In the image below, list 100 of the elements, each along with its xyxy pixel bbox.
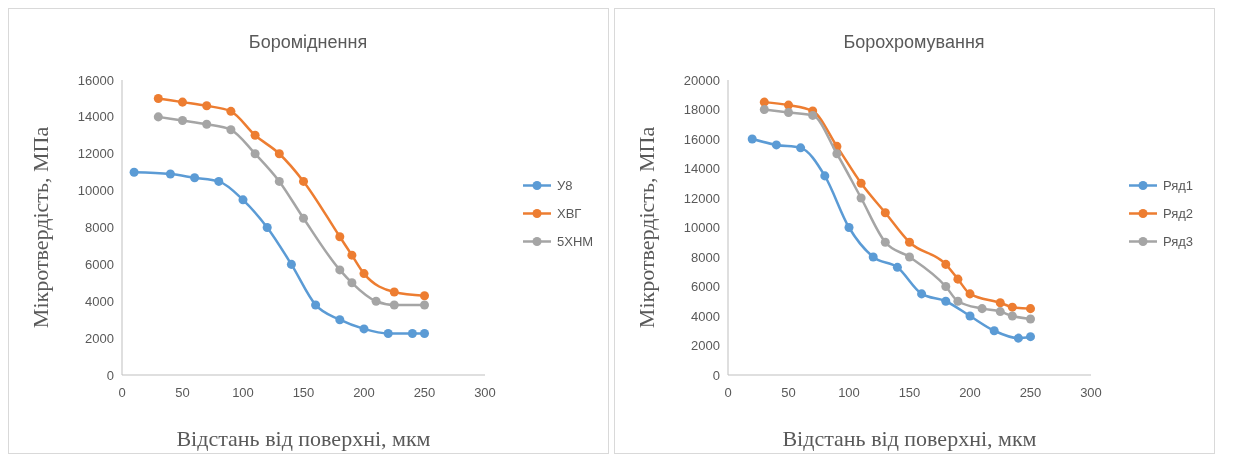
point [1007,302,1017,312]
y-tick-label: 12000 [683,190,720,206]
point [383,329,393,339]
legend-label: Ряд1 [1163,178,1194,194]
point [917,289,927,299]
point [311,300,321,310]
legend-label: 5ХНМ [557,234,594,250]
chart-title: Бороміднення [248,32,368,52]
x-axis-title: Відстань від поверхні, мкм [782,426,1037,451]
point [214,176,224,186]
point [1013,333,1023,343]
x-tick-label: 250 [1019,385,1042,400]
y-tick-label: 0 [106,367,114,383]
y-tick-label: 10000 [77,183,114,199]
x-tick-label: 0 [118,385,126,400]
point [941,296,951,306]
point [1007,311,1017,321]
x-tick-label: 50 [781,385,796,400]
x-tick-label: 150 [292,385,315,400]
point [904,252,915,262]
y-tick-label: 4000 [691,308,720,324]
point [389,300,399,310]
point [371,296,381,306]
point [995,307,1005,317]
y-tick-label: 16000 [77,72,114,88]
point [904,237,915,247]
point [941,259,951,269]
y-tick-label: 0 [712,367,720,383]
legend-label: Ряд3 [1163,234,1194,250]
y-tick-label: 20000 [683,72,720,88]
legend-label: У8 [557,178,573,194]
x-tick-label: 100 [838,385,860,400]
y-tick-label: 16000 [683,131,720,147]
point [844,222,854,233]
point [153,112,163,122]
point [419,291,430,301]
point [995,298,1005,308]
point [832,149,842,159]
point [262,222,272,233]
x-tick-label: 0 [724,385,732,400]
x-axis-title: Відстань від поверхні, мкм [176,426,431,451]
y-tick-label: 2000 [691,338,720,354]
point [989,326,999,336]
point [177,97,188,107]
point [286,259,296,269]
x-tick-label: 250 [413,385,436,400]
point [250,130,260,140]
y-tick-label: 8000 [85,220,114,236]
y-tick-label: 14000 [77,109,114,125]
point [808,110,818,120]
point [796,143,806,153]
point [347,278,357,288]
y-tick-label: 12000 [77,146,114,162]
x-tick-label: 200 [353,385,375,400]
y-tick-label: 8000 [691,249,720,265]
point [177,116,188,126]
point [165,169,175,179]
x-tick-label: 200 [959,385,981,400]
point [226,125,236,135]
point [298,213,309,223]
point [419,300,430,310]
point [359,269,369,279]
y-axis-title: Мікротвердість, МПа [634,126,659,329]
point [335,265,345,275]
y-tick-label: 6000 [85,256,114,272]
point [226,106,236,116]
chart-title: Борохромування [843,32,985,52]
point [953,296,963,306]
point [977,304,987,314]
x-tick-label: 50 [175,385,190,400]
point [747,134,757,144]
point [1025,314,1036,324]
point [856,193,866,203]
y-axis-title: Мікротвердість, МПа [28,126,53,329]
point [407,329,417,339]
point [820,171,830,181]
point [250,149,260,159]
point [129,167,139,177]
point [965,289,975,299]
legend-label: ХВГ [557,206,582,222]
point [953,274,963,284]
point [274,149,284,159]
point [783,107,794,117]
point [880,208,890,218]
x-tick-label: 300 [1080,385,1102,400]
point [298,176,309,186]
point [274,176,284,186]
y-tick-label: 4000 [85,293,114,309]
y-tick-label: 2000 [85,330,114,346]
point [1025,332,1036,342]
point [153,93,163,103]
x-tick-label: 300 [474,385,496,400]
y-tick-label: 10000 [683,220,720,236]
point [759,104,769,115]
point [771,140,781,150]
point [190,173,200,183]
point [202,101,212,111]
point [856,178,866,188]
point [202,119,212,129]
point [238,195,248,205]
